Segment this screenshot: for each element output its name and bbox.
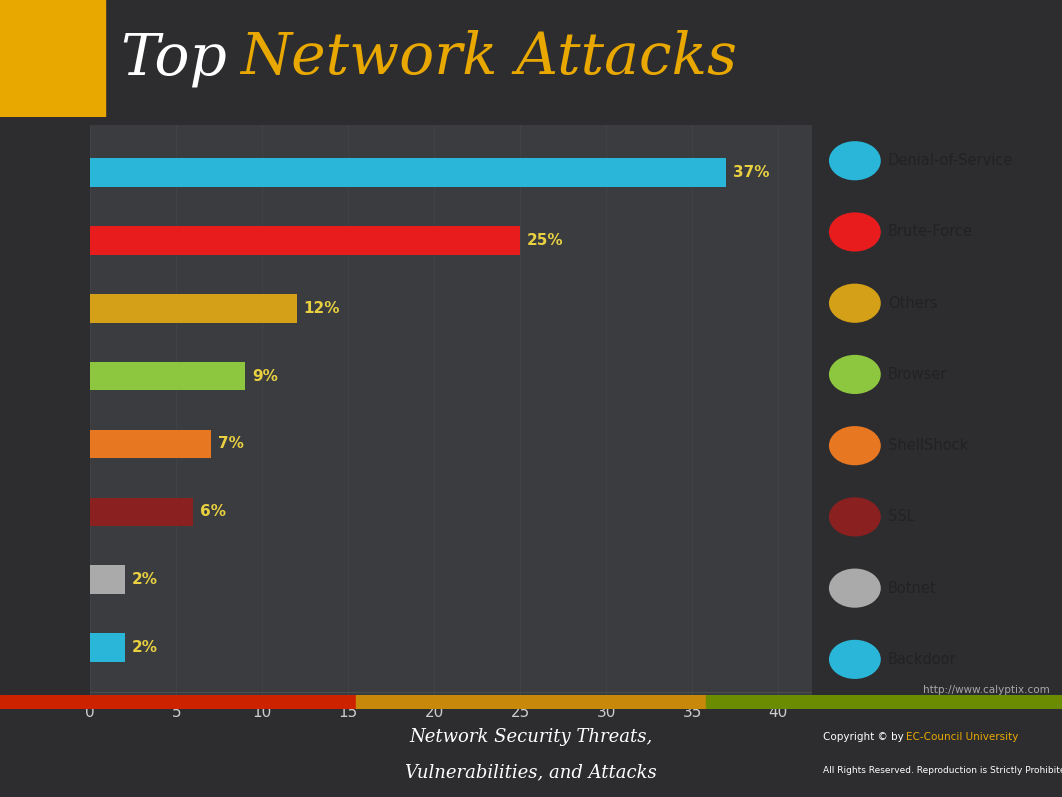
Ellipse shape [829, 355, 880, 394]
Text: Copyright © by: Copyright © by [823, 732, 904, 742]
Bar [90, 226, 520, 255]
Text: 9%: 9% [252, 369, 278, 383]
Bar [90, 294, 296, 323]
Text: Browser: Browser [888, 367, 947, 382]
Text: EC-Council University: EC-Council University [906, 732, 1018, 742]
Text: Denial-of-Service: Denial-of-Service [888, 153, 1013, 168]
Ellipse shape [829, 568, 880, 608]
Text: SSL: SSL [888, 509, 914, 524]
Bar [90, 497, 193, 526]
Text: All Rights Reserved. Reproduction is Strictly Prohibited: All Rights Reserved. Reproduction is Str… [823, 766, 1062, 775]
Bar [90, 430, 210, 458]
Text: 12%: 12% [304, 300, 340, 316]
Text: Top: Top [120, 30, 227, 87]
Ellipse shape [829, 141, 880, 180]
Text: ShellShock: ShellShock [888, 438, 969, 453]
Text: 37%: 37% [734, 165, 770, 180]
Text: 7%: 7% [218, 437, 243, 451]
Ellipse shape [829, 212, 880, 252]
Bar [356, 695, 706, 709]
Text: Backdoor: Backdoor [888, 652, 957, 667]
Bar [90, 634, 124, 662]
Text: Vulnerabilities, and Attacks: Vulnerabilities, and Attacks [405, 764, 657, 781]
Text: Brute-Force: Brute-Force [888, 225, 973, 239]
Bar [706, 695, 1062, 709]
Text: Network Attacks: Network Attacks [240, 30, 737, 87]
Bar [90, 159, 726, 186]
Bar [90, 565, 124, 594]
Text: Others: Others [888, 296, 938, 311]
Text: http://www.calyptix.com: http://www.calyptix.com [923, 685, 1049, 695]
Ellipse shape [829, 640, 880, 679]
Bar [0, 0, 105, 117]
Text: 25%: 25% [527, 233, 564, 248]
Text: Botnet: Botnet [888, 581, 937, 595]
Ellipse shape [829, 284, 880, 323]
Text: 6%: 6% [201, 505, 226, 520]
Bar [0, 695, 356, 709]
Ellipse shape [829, 426, 880, 465]
Text: 2%: 2% [132, 572, 157, 587]
Text: 2%: 2% [132, 640, 157, 655]
Ellipse shape [829, 497, 880, 536]
Text: Network Security Threats,: Network Security Threats, [409, 728, 653, 746]
Bar [90, 362, 245, 391]
